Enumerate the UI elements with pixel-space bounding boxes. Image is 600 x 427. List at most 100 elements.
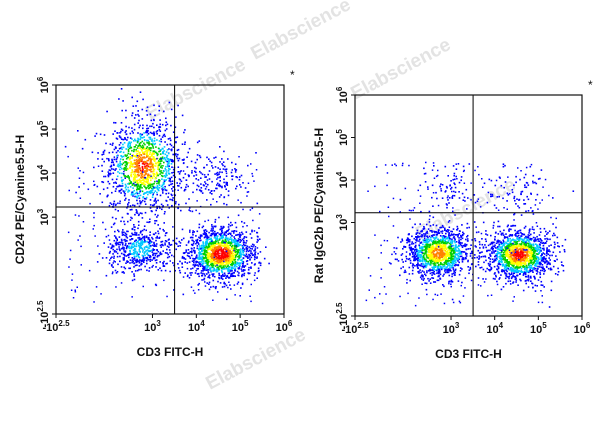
event-dot — [93, 224, 95, 227]
event-dot — [455, 246, 458, 248]
event-dot — [492, 277, 495, 280]
event-dot — [234, 250, 237, 253]
event-dot — [119, 166, 122, 168]
event-dot — [235, 243, 238, 246]
event-dot — [247, 182, 250, 184]
event-dot — [128, 158, 131, 160]
event-dot — [202, 260, 205, 262]
event-dot — [231, 260, 234, 263]
event-dot — [122, 271, 125, 273]
event-dot — [147, 154, 150, 157]
event-dot — [101, 181, 103, 183]
event-dot — [227, 286, 229, 289]
event-dot — [534, 257, 537, 259]
event-dot — [157, 188, 160, 191]
event-dot — [141, 229, 144, 232]
event-dot — [157, 224, 159, 226]
event-dot — [426, 242, 429, 244]
event-dot — [445, 237, 447, 240]
event-dot — [109, 172, 112, 175]
event-dot — [417, 258, 420, 261]
event-dot — [204, 265, 207, 267]
event-dot — [134, 159, 136, 162]
event-dot — [226, 182, 228, 185]
event-dot — [236, 250, 239, 252]
event-dot — [141, 199, 144, 202]
event-dot — [111, 272, 114, 275]
event-dot — [221, 229, 223, 231]
event-dot — [221, 230, 223, 232]
event-dot — [223, 281, 226, 284]
event-dot — [163, 279, 165, 282]
event-dot — [421, 274, 423, 276]
event-dot — [121, 146, 123, 149]
event-dot — [214, 241, 216, 243]
event-dot — [137, 254, 140, 257]
event-dot — [215, 172, 218, 175]
event-dot — [219, 185, 221, 187]
event-dot — [109, 202, 112, 204]
event-dot — [95, 286, 98, 288]
event-dot — [236, 240, 239, 242]
event-dot — [115, 182, 117, 184]
event-dot — [195, 235, 197, 237]
event-dot — [166, 156, 168, 159]
event-dot — [462, 258, 465, 261]
event-dot — [201, 192, 204, 194]
event-dot — [432, 262, 434, 265]
event-dot — [145, 130, 148, 132]
event-dot — [129, 166, 132, 168]
event-dot — [136, 155, 139, 157]
event-dot — [241, 270, 243, 272]
event-dot — [151, 170, 153, 173]
event-dot — [170, 160, 173, 162]
event-dot — [231, 244, 234, 247]
event-dot — [250, 266, 252, 268]
event-dot — [218, 269, 220, 271]
event-dot — [149, 221, 151, 223]
event-dot — [153, 159, 155, 162]
event-dot — [102, 188, 105, 191]
event-dot — [157, 181, 160, 184]
event-dot — [212, 227, 214, 229]
event-dot — [169, 177, 171, 180]
event-dot — [135, 255, 138, 258]
event-dot — [82, 221, 85, 223]
event-dot — [115, 272, 118, 274]
event-dot — [163, 133, 166, 136]
event-dot — [121, 244, 124, 246]
event-dot — [157, 232, 160, 235]
event-dot — [195, 254, 198, 257]
event-dot — [134, 138, 136, 141]
event-dot — [208, 277, 211, 279]
event-dot — [164, 157, 166, 159]
event-dot — [216, 268, 219, 270]
event-dot — [541, 284, 544, 287]
event-dot — [159, 194, 162, 197]
event-dot — [157, 214, 159, 217]
event-dot — [237, 199, 239, 201]
event-dot — [425, 255, 428, 257]
event-dot — [153, 203, 156, 206]
event-dot — [439, 260, 441, 262]
event-dot — [200, 177, 202, 179]
event-dot — [461, 237, 464, 240]
event-dot — [448, 267, 451, 269]
event-dot — [163, 222, 165, 224]
event-dot — [394, 253, 397, 255]
event-dot — [151, 185, 153, 187]
event-dot — [224, 261, 227, 264]
event-dot — [179, 171, 181, 173]
event-dot — [231, 175, 233, 177]
event-dot — [124, 250, 127, 252]
event-dot — [135, 243, 138, 246]
event-dot — [131, 184, 134, 186]
event-dot — [444, 229, 446, 231]
event-dot — [138, 185, 140, 187]
event-dot — [139, 156, 142, 159]
event-dot — [221, 270, 223, 273]
event-dot — [422, 243, 424, 246]
event-dot — [197, 185, 200, 188]
event-dot — [451, 240, 454, 242]
event-dot — [225, 250, 228, 253]
